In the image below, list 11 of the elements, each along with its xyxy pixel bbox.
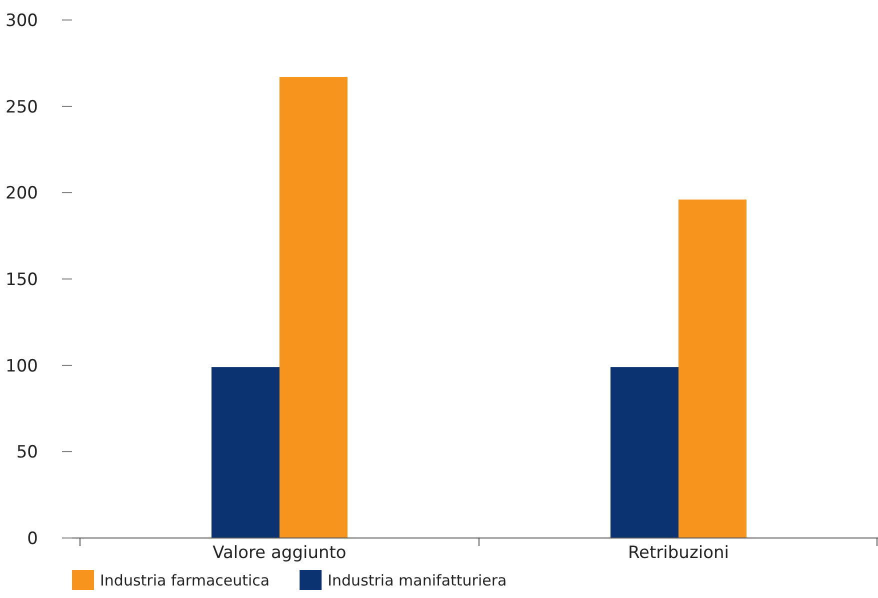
y-tick-label: 200: [6, 184, 38, 204]
x-tick-label: Retribuzioni: [628, 543, 729, 563]
x-tick-label: Valore aggiunto: [212, 543, 346, 563]
y-tick-label: 100: [6, 356, 38, 376]
y-tick-label: 300: [6, 10, 38, 31]
y-tick-label: 50: [16, 442, 38, 463]
y-tick-label: 250: [6, 97, 38, 118]
legend-label: Industria manifatturiera: [328, 571, 507, 590]
y-tick-label: 0: [27, 528, 38, 549]
y-tick-label: 150: [6, 270, 38, 290]
legend-label: Industria farmaceutica: [100, 571, 270, 590]
